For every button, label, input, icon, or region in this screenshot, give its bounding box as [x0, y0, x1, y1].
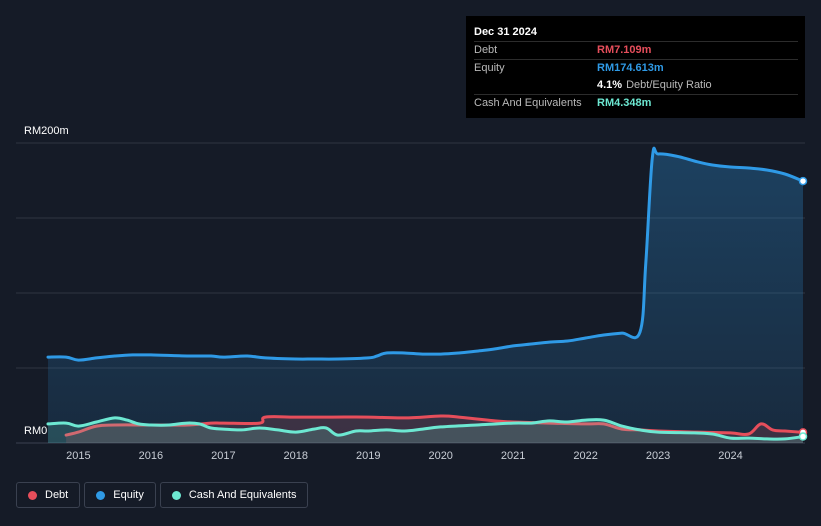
x-tick-label: 2024	[718, 450, 743, 462]
tooltip-cash-label: Cash And Equivalents	[474, 97, 582, 109]
x-tick-label: 2016	[138, 450, 164, 462]
y-axis-bottom-label: RM0	[24, 425, 48, 437]
x-tick-label: 2022	[573, 450, 598, 462]
x-tick-label: 2023	[645, 450, 671, 462]
tooltip-cash-value: RM4.348m	[597, 97, 652, 109]
legend-item-cash[interactable]: Cash And Equivalents	[159, 482, 309, 508]
x-tick-label: 2021	[500, 450, 526, 462]
tooltip-ratio-value: 4.1%	[597, 79, 623, 91]
legend-item-equity[interactable]: Equity	[84, 482, 156, 508]
legend-item-debt[interactable]: Debt	[16, 482, 81, 508]
tooltip-equity-value: RM174.613m	[597, 62, 664, 74]
tooltip-row-equity: Equity RM174.613m	[474, 59, 798, 77]
tooltip-row-cash: Cash And Equivalents RM4.348m	[474, 94, 798, 112]
tooltip-equity-label: Equity	[474, 62, 505, 74]
cash-end-point	[798, 432, 808, 441]
cash-dot-icon	[171, 490, 181, 500]
x-tick-label: 2020	[428, 450, 453, 462]
x-tick-label: 2019	[356, 450, 381, 462]
tooltip-debt-label: Debt	[474, 44, 498, 56]
tooltip-row-debt: Debt RM7.109m	[474, 41, 798, 59]
tooltip-debt-value: RM7.109m	[597, 44, 652, 56]
tooltip-ratio-label: Debt/Equity Ratio	[626, 79, 712, 91]
y-axis-top-label: RM200m	[24, 125, 69, 137]
x-tick-label: 2018	[283, 450, 309, 462]
equity-series-line	[46, 146, 805, 362]
legend-label-equity: Equity	[113, 489, 144, 501]
equity-dot-icon	[96, 490, 106, 500]
chart-legend: Debt Equity Cash And Equivalents	[16, 482, 309, 508]
cash-series-line	[46, 416, 805, 441]
debt-dot-icon	[28, 490, 37, 500]
debt-series-line	[64, 414, 805, 437]
equity-area	[48, 148, 803, 443]
equity-end-point	[798, 176, 808, 186]
legend-label-cash: Cash And Equivalents	[188, 489, 297, 501]
legend-label-debt: Debt	[45, 489, 69, 501]
tooltip-row-ratio: 4.1% Debt/Equity Ratio	[474, 77, 798, 94]
tooltip-panel: Dec 31 2024 Debt RM7.109m Equity RM174.6…	[466, 16, 805, 118]
tooltip-date: Dec 31 2024	[474, 26, 537, 38]
x-tick-label: 2017	[211, 450, 236, 462]
x-tick-label: 2015	[66, 450, 91, 462]
debt-area	[66, 415, 804, 443]
